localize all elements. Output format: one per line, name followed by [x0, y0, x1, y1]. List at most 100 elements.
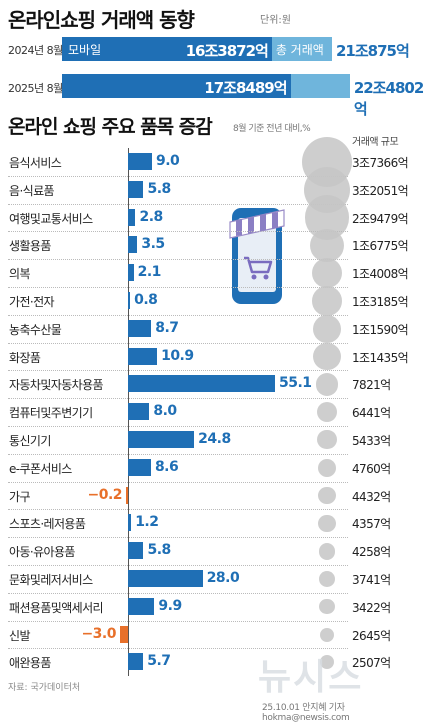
- row-separator: [8, 398, 348, 400]
- summary-year-2024: 2024년 8월: [8, 44, 63, 57]
- volume-label: 4258억: [352, 545, 391, 560]
- volume-label: 6441억: [352, 406, 391, 421]
- bar: [128, 208, 136, 226]
- volume-label: 1조1590억: [352, 322, 409, 337]
- value-label: 8.6: [154, 458, 179, 475]
- bar: [128, 347, 158, 365]
- unit-label: 단위:원: [260, 15, 291, 26]
- volume-label: 7821억: [352, 378, 391, 393]
- volume-label: 3조2051억: [352, 183, 409, 198]
- category-label: 통신기기: [9, 434, 51, 448]
- value-label: 10.9: [161, 347, 194, 364]
- volume-bubble: [319, 599, 335, 615]
- volume-label: 1조3185억: [352, 295, 409, 309]
- row-separator: [8, 370, 348, 372]
- row-separator: [8, 175, 348, 177]
- value-label: 24.8: [198, 431, 231, 447]
- category-label: 여행및교통서비스: [9, 211, 93, 226]
- volume-label: 3422억: [352, 600, 391, 615]
- volume-bubble: [317, 430, 337, 450]
- value-label: 5.8: [147, 180, 171, 197]
- row-separator: [8, 231, 348, 233]
- value-label: 2.8: [139, 208, 163, 225]
- category-label: 가구: [9, 489, 30, 504]
- volume-label: 1조4008억: [352, 267, 409, 282]
- value-label: 8.7: [155, 319, 179, 336]
- bar: [128, 292, 131, 309]
- bar: [128, 180, 144, 198]
- row-separator: [8, 481, 348, 483]
- volume-label: 4760억: [352, 461, 391, 476]
- section-subtitle: 8월 기준 전년 대비,%: [233, 124, 311, 134]
- bar: [128, 458, 151, 476]
- volume-label: 4357억: [352, 517, 391, 532]
- row-separator: [8, 314, 348, 316]
- volume-label: 1조6775억: [352, 239, 409, 254]
- row-separator: [8, 592, 348, 594]
- value-label: 9.9: [158, 597, 182, 614]
- value-label: 5.8: [147, 542, 171, 559]
- category-label: 자동차및자동차용품: [9, 378, 104, 393]
- volume-label: 3조7366억: [352, 156, 409, 170]
- row-separator: [8, 426, 348, 427]
- volume-bubble: [319, 570, 335, 587]
- total-label: 총 거래액: [275, 43, 324, 57]
- bar: [128, 653, 144, 671]
- row-separator: [8, 509, 348, 511]
- category-label: 가전·전자: [9, 295, 55, 309]
- bar: [128, 264, 134, 282]
- total-value-2025: 22조4802억: [353, 79, 424, 118]
- volume-bubble: [313, 342, 341, 371]
- category-label: 생활용품: [9, 239, 51, 254]
- volume-bubble: [318, 514, 336, 532]
- volume-header: 거래액 규모: [352, 137, 399, 148]
- mobile-value-2024: 16조3872억: [185, 42, 269, 60]
- value-label: −0.2: [87, 486, 122, 503]
- category-label: e-쿠폰서비스: [9, 461, 72, 476]
- bar: [128, 597, 155, 615]
- row-separator: [8, 342, 348, 344]
- total-value-2024: 21조875억: [336, 42, 410, 60]
- category-label: 아동·유아용품: [9, 545, 75, 560]
- bar: [128, 236, 138, 254]
- category-label: 의복: [9, 267, 30, 282]
- value-label: 3.5: [141, 236, 165, 253]
- value-label: −3.0: [81, 625, 116, 642]
- volume-bubble: [320, 627, 334, 642]
- value-label: 55.1: [279, 375, 312, 392]
- category-label: 문화및레저서비스: [9, 573, 93, 587]
- volume-label: 5433억: [352, 434, 391, 448]
- volume-label: 2조9479억: [352, 211, 409, 226]
- bar: [128, 570, 203, 587]
- bar: [128, 403, 150, 421]
- category-label: 음식서비스: [9, 156, 62, 170]
- volume-bubble: [311, 257, 343, 289]
- mobile-bar-2025: [62, 74, 291, 98]
- mobile-label: 모바일: [68, 43, 102, 57]
- summary-year-2025: 2025년 8월: [8, 82, 63, 95]
- row-separator: [8, 203, 348, 205]
- mobile-value-2025: 17조8489억: [204, 79, 287, 97]
- bar: [128, 542, 144, 560]
- volume-bubble: [316, 401, 338, 423]
- volume-bubble: [318, 458, 336, 477]
- row-separator: [8, 537, 348, 539]
- shopping-phone-icon: [226, 200, 288, 314]
- volume-label: 1조1435억: [352, 350, 409, 365]
- volume-bubble: [310, 228, 344, 263]
- volume-bubble: [315, 372, 339, 396]
- credit-line: 25.10.01 안지혜 기자 hokma@newsis.com: [262, 703, 350, 723]
- section-title: 온라인 쇼핑 주요 품목 증감: [8, 116, 213, 138]
- bar: [128, 431, 195, 448]
- category-label: 화장품: [9, 350, 41, 365]
- row-separator: [8, 287, 348, 288]
- bar: [128, 375, 275, 393]
- category-label: 신발: [9, 628, 30, 643]
- row-separator: [8, 620, 348, 622]
- row-separator: [8, 453, 348, 455]
- volume-bubble: [312, 286, 342, 316]
- row-separator: [8, 259, 348, 261]
- value-label: 1.2: [135, 514, 159, 531]
- value-label: 9.0: [156, 153, 180, 169]
- row-separator: [8, 648, 348, 650]
